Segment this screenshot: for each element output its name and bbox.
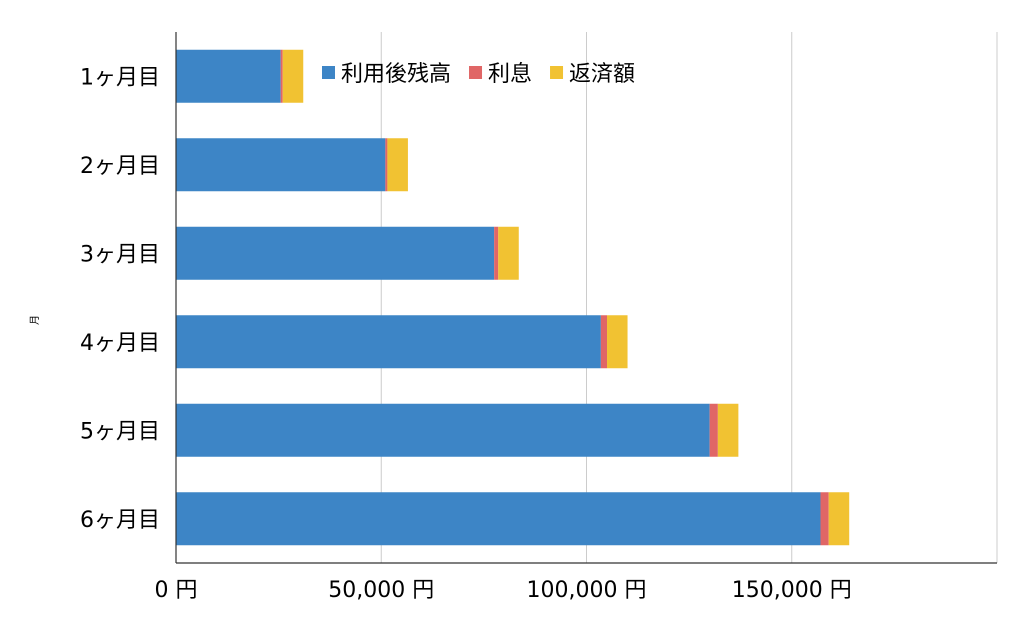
bar-segment: [385, 138, 388, 192]
bar-segment: [176, 403, 710, 457]
bar-segment: [828, 492, 850, 546]
legend-swatch: [469, 66, 483, 79]
x-tick-label: 50,000 円: [328, 578, 434, 603]
bar-segment: [387, 138, 408, 192]
grid-layer: [380, 32, 998, 563]
y-axis-title: 月: [29, 315, 41, 325]
bar-segment: [607, 315, 628, 369]
y-category-label: 6ヶ月目: [80, 508, 160, 533]
y-category-label: 4ヶ月目: [80, 331, 160, 356]
bar-segment: [600, 315, 608, 369]
y-category-label: 3ヶ月目: [80, 242, 160, 267]
bar-segment: [176, 138, 386, 192]
y-category-label: 1ヶ月目: [80, 65, 160, 90]
legend: 利用後残高 利息 返済額: [322, 62, 635, 87]
bars-layer: [176, 49, 850, 546]
legend-swatch: [322, 66, 335, 79]
bar-segment: [498, 226, 519, 280]
x-tick-label: 0 円: [155, 578, 198, 603]
bar-segment: [717, 403, 739, 457]
bar-segment: [280, 49, 283, 103]
legend-swatch: [550, 66, 564, 79]
bar-segment: [176, 492, 821, 546]
bar-segment: [176, 49, 281, 103]
x-tick-label: 150,000 円: [732, 578, 852, 603]
legend-label: 返済額: [569, 62, 635, 87]
bar-segment: [820, 492, 829, 546]
bar-segment: [494, 226, 499, 280]
bar-segment: [176, 315, 601, 369]
legend-label: 利用後残高: [341, 62, 451, 87]
x-tick-label: 100,000 円: [527, 578, 647, 603]
y-category-label: 5ヶ月目: [80, 419, 160, 444]
bar-segment: [709, 403, 718, 457]
bar-segment: [282, 49, 304, 103]
y-category-label: 2ヶ月目: [80, 154, 160, 179]
axis-layer: 月: [29, 32, 997, 564]
labels-layer: 0 円 50,000 円 100,000 円 150,000 円 1ヶ月目 2ヶ月目 3ヶ月…: [80, 65, 852, 603]
bar-segment: [176, 226, 495, 280]
legend-label: 利息: [488, 62, 532, 87]
